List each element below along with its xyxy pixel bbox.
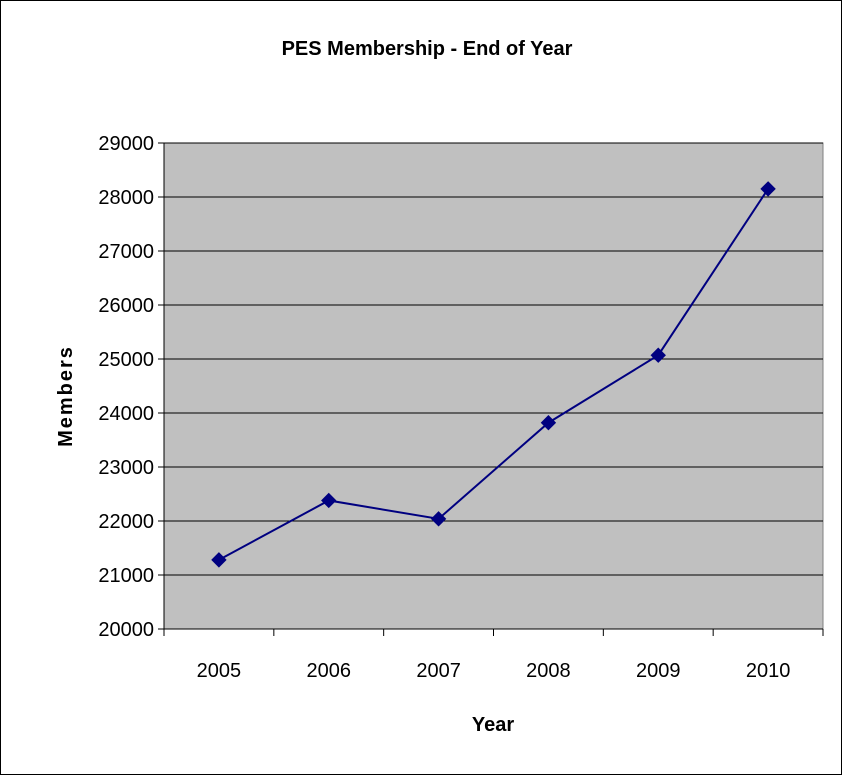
y-tick-label: 27000 (98, 241, 154, 263)
x-tick-label: 2007 (416, 660, 461, 682)
y-tick-label: 21000 (98, 565, 154, 587)
y-tick-label: 24000 (98, 403, 154, 425)
gridlines (164, 142, 823, 576)
data-point-marker (321, 492, 337, 509)
series-line (218, 188, 769, 561)
chart-title: PES Membership - End of Year (282, 38, 573, 60)
y-tick-label: 29000 (98, 133, 154, 155)
x-axis-tick-labels: 2005 2006 2007 2008 2009 2010 (197, 660, 791, 682)
plot-area (163, 142, 824, 630)
y-tick-label: 28000 (98, 187, 154, 209)
y-axis-tick-labels: 20000 21000 22000 23000 24000 25000 26000 27000… (98, 133, 154, 641)
data-point-marker (540, 415, 557, 431)
y-tick-label: 23000 (98, 457, 154, 479)
y-tick-label: 22000 (98, 511, 154, 533)
y-tick-label: 26000 (98, 295, 154, 317)
y-tick-label: 25000 (98, 349, 154, 371)
x-tick-label: 2009 (636, 660, 681, 682)
x-tick-label: 2008 (526, 660, 571, 682)
axes (158, 142, 824, 636)
y-tick-label: 20000 (98, 619, 154, 641)
x-tick-label: 2005 (197, 660, 242, 682)
x-axis-title: Year (472, 714, 514, 736)
data-point-marker (211, 552, 227, 568)
series-members (211, 181, 776, 568)
x-tick-label: 2006 (307, 660, 352, 682)
data-point-marker (430, 511, 447, 527)
y-axis-title: Members (55, 345, 77, 447)
x-tick-label: 2010 (746, 660, 791, 682)
data-point-marker (650, 347, 666, 363)
data-point-marker (760, 181, 776, 197)
